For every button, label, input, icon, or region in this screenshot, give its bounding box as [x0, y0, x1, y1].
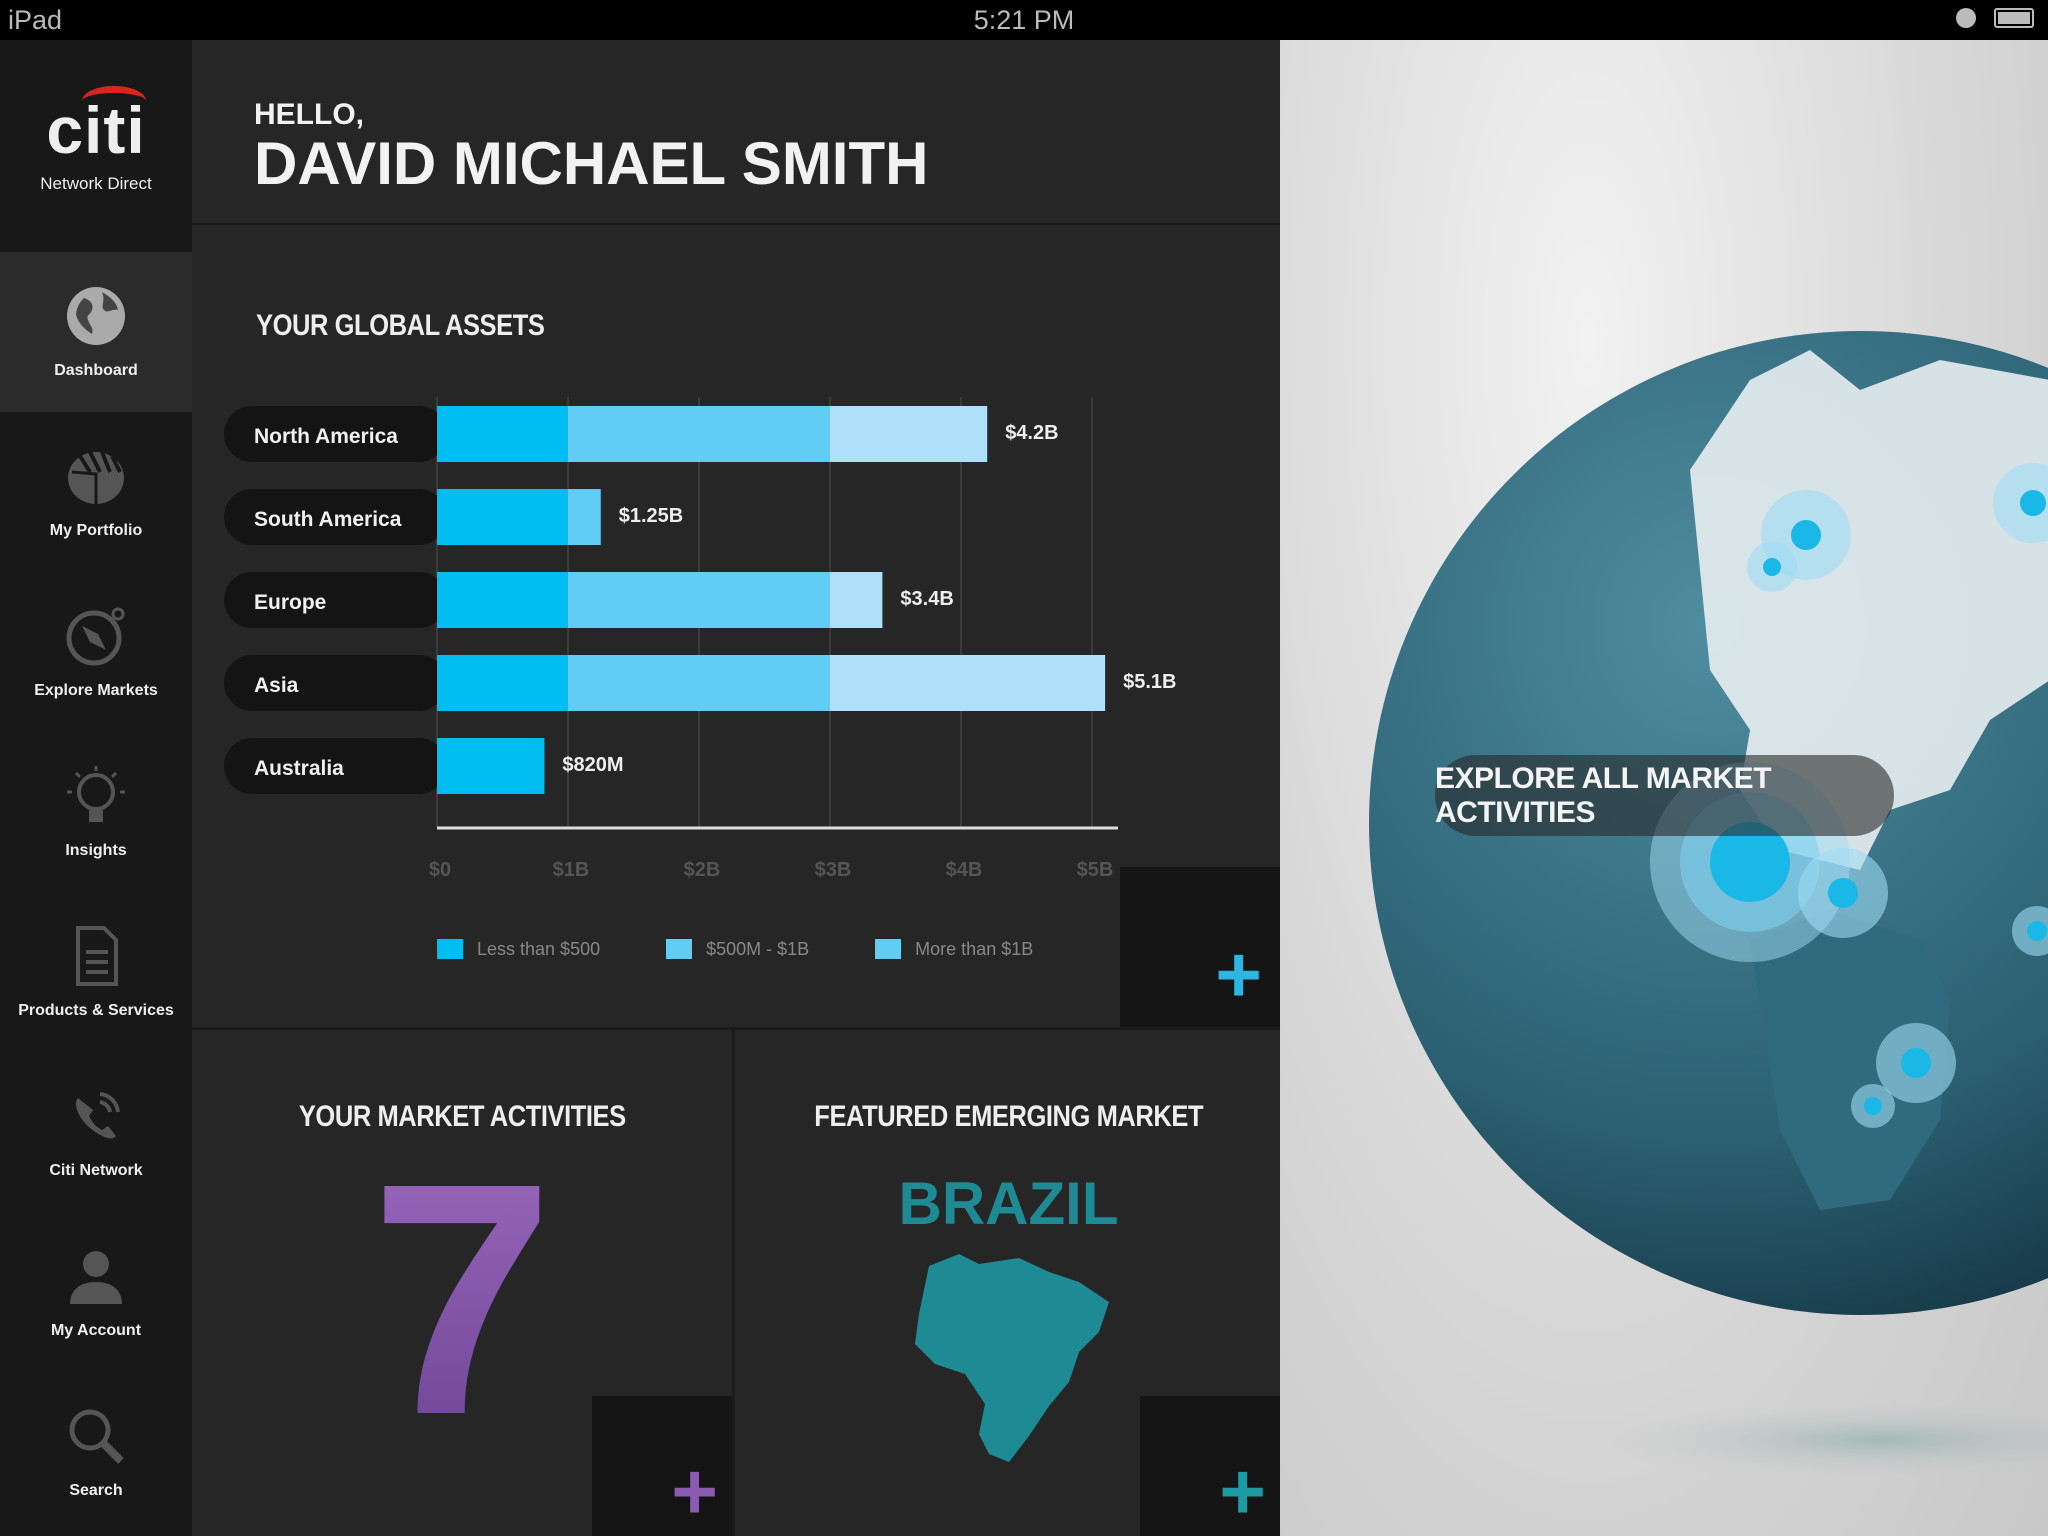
corner-fold: [1140, 1396, 1280, 1536]
category-pill: [224, 738, 447, 794]
legend-label: Less than $500: [477, 939, 601, 959]
bar-segment: [568, 655, 830, 711]
corner-fold: [592, 1396, 732, 1536]
bar-segment: [437, 406, 568, 462]
sidebar-item-products-services[interactable]: Products & Services: [0, 892, 192, 1052]
user-name: DAVID MICHAEL SMITH: [254, 130, 929, 197]
citi-logo[interactable]: citi Network Direct: [0, 40, 192, 252]
bar-segment: [437, 738, 545, 794]
explore-all-markets-button[interactable]: EXPLORE ALL MARKET ACTIVITIES: [1435, 755, 1894, 836]
document-icon: [76, 926, 118, 986]
globe-icon: [67, 287, 125, 345]
search-icon: [69, 1409, 124, 1464]
legend-item: More than $1B: [875, 939, 1033, 960]
section-title: YOUR GLOBAL ASSETS: [256, 309, 545, 342]
total-label: $820M: [562, 754, 623, 776]
sidebar-item-search[interactable]: Search: [0, 1372, 192, 1532]
category-pill: [224, 406, 447, 462]
dashboard-main: HELLO, DAVID MICHAEL SMITH YOUR GLOBAL A…: [192, 40, 1280, 1536]
chart-legend: Less than $500 $500M - $1B More than $1B: [437, 939, 1033, 960]
category-pill: [224, 655, 447, 711]
compass-icon: [66, 607, 125, 666]
lightbulb-icon: [67, 766, 125, 822]
bar-segment: [568, 489, 601, 545]
bar-segment: [568, 406, 830, 462]
battery-icon: [1994, 8, 2034, 28]
legend-swatch: [437, 939, 463, 959]
sidebar-item-label: My Account: [50, 1322, 142, 1339]
pie-chart-icon: [68, 451, 124, 504]
status-bar: iPad 5:21 PM: [0, 0, 2048, 40]
legend-swatch: [875, 939, 902, 959]
expand-featured-button[interactable]: +: [1219, 1447, 1266, 1536]
x-tick-label: $0: [429, 859, 451, 881]
bar-segment: [830, 406, 988, 462]
corner-fold: [1120, 867, 1280, 1027]
sidebar-item-label: Search: [69, 1482, 123, 1499]
country-map: [914, 1254, 1109, 1462]
total-label: $1.25B: [619, 505, 684, 527]
total-label: $4.2B: [1005, 422, 1058, 444]
legend-item: Less than $500: [437, 939, 600, 960]
sidebar-item-label: My Portfolio: [49, 522, 143, 539]
total-label: $3.4B: [900, 588, 953, 610]
section-title: FEATURED EMERGING MARKET: [814, 1100, 1203, 1133]
legend-swatch: [666, 939, 693, 959]
bar-segment: [568, 572, 830, 628]
legend-label: More than $1B: [915, 939, 1034, 959]
x-tick-label: $5B: [1077, 859, 1114, 881]
bar-segment: [437, 655, 568, 711]
category-label: Europe: [254, 591, 326, 614]
sidebar-item-my-portfolio[interactable]: My Portfolio: [0, 412, 192, 572]
sidebar-item-label: Dashboard: [54, 362, 138, 379]
category-label: Asia: [254, 674, 299, 697]
category-pill: [224, 489, 447, 545]
x-tick-label: $1B: [553, 859, 590, 881]
bar-segment: [437, 572, 568, 628]
sidebar-item-label: Insights: [65, 842, 127, 859]
sidebar-item-insights[interactable]: Insights: [0, 732, 192, 892]
category-label: South America: [254, 508, 402, 531]
user-icon: [70, 1251, 122, 1304]
global-assets-panel: YOUR GLOBAL ASSETS $0 $1B $2B $3B $4B $5B Nort…: [192, 227, 1280, 1030]
globe-map[interactable]: [1280, 40, 2048, 1536]
bar-segment: [830, 655, 1106, 711]
x-tick-label: $4B: [946, 859, 983, 881]
phone-icon: [75, 1092, 120, 1139]
greeting-header: HELLO, DAVID MICHAEL SMITH: [192, 40, 1280, 225]
globe-panel: EXPLORE ALL MARKET ACTIVITIES: [1280, 40, 2048, 1536]
sidebar-item-label: Citi Network: [49, 1162, 143, 1179]
device-name: iPad: [8, 5, 63, 35]
expand-activities-button[interactable]: +: [671, 1447, 718, 1536]
greeting: HELLO,: [254, 98, 364, 131]
sidebar: citi Network Direct Dashboard My Portfol…: [0, 40, 192, 1536]
x-tick-label: $3B: [815, 859, 852, 881]
legend-item: $500M - $1B: [666, 939, 809, 960]
x-tick-label: $2B: [684, 859, 721, 881]
sidebar-item-my-account[interactable]: My Account: [0, 1212, 192, 1372]
legend-label: $500M - $1B: [706, 939, 810, 959]
featured-market-panel[interactable]: FEATURED EMERGING MARKET BRAZIL +: [737, 1030, 1280, 1536]
brand-subtitle: Network Direct: [40, 174, 152, 193]
category-label: North America: [254, 425, 398, 448]
market-activities-panel[interactable]: YOUR MARKET ACTIVITIES 7 +: [192, 1030, 735, 1536]
bar-segment: [437, 489, 568, 545]
category-label: Australia: [254, 757, 344, 780]
clock: 5:21 PM: [973, 5, 1075, 35]
clock-icon: [1956, 8, 1976, 28]
sidebar-item-explore-markets[interactable]: Explore Markets: [0, 572, 192, 732]
featured-country: BRAZIL: [898, 1170, 1119, 1237]
category-pill: [224, 572, 447, 628]
expand-assets-button[interactable]: +: [1215, 930, 1262, 1019]
sidebar-item-citi-network[interactable]: Citi Network: [0, 1052, 192, 1212]
global-assets-chart: $0 $1B $2B $3B $4B $5B North America $4.2B South…: [224, 397, 1176, 881]
section-title: YOUR MARKET ACTIVITIES: [298, 1100, 626, 1133]
total-label: $5.1B: [1123, 671, 1176, 693]
sidebar-item-label: Explore Markets: [34, 682, 158, 699]
bar-segment: [830, 572, 883, 628]
sidebar-item-dashboard[interactable]: Dashboard: [0, 252, 192, 412]
sidebar-item-label: Products & Services: [18, 1002, 174, 1019]
market-activities-count: 7: [192, 1134, 732, 1464]
